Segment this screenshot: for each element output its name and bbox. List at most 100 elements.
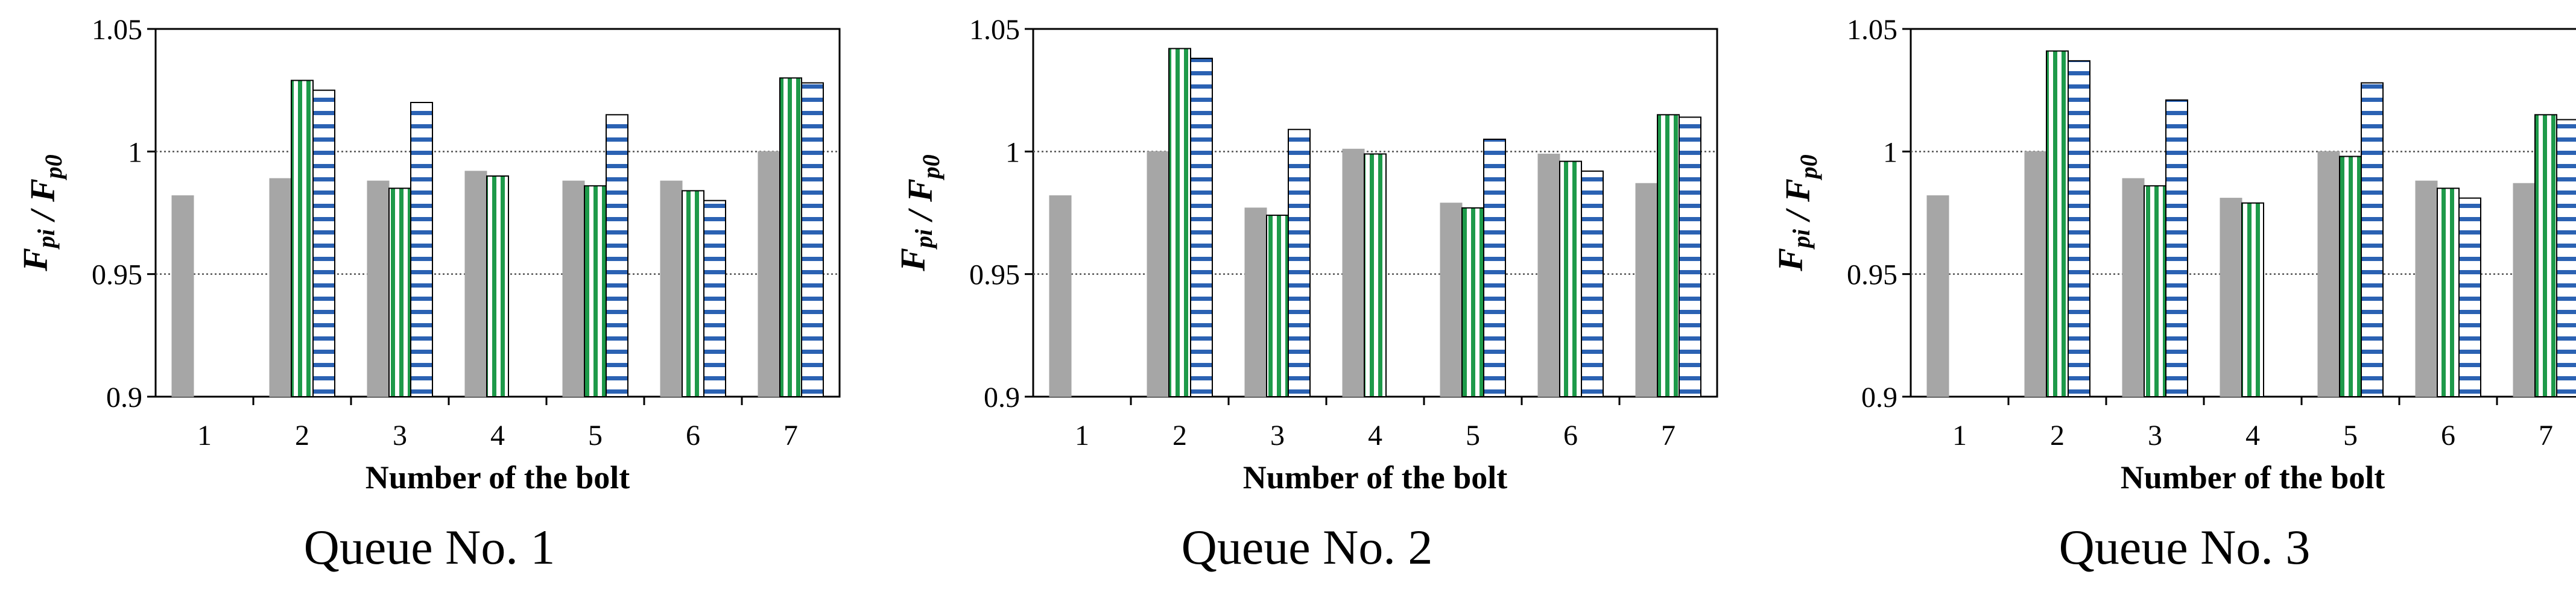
- y-tick-label: 1: [1005, 136, 1020, 168]
- y-tick-label: 1: [1883, 136, 1897, 168]
- bar-series-1-bolt-2: [2024, 151, 2047, 397]
- chart-svg-3: 0.9 0.95 1 1.05 1 2 3 4 5 6 7 Number of the bolt Fpi…: [1771, 14, 2576, 496]
- chart-panel-2: 0.9 0.95 1 1.05 1 2 3 4 5 6 7 Number of the bolt Fpi…: [878, 0, 1736, 592]
- y-axis-label: Fpi / Fp0: [16, 154, 67, 272]
- bar-series-2-bolt-3: [2144, 185, 2166, 397]
- chart-panel-1: 0.9 0.95 1 1.05 1 2 3 4 5 6 7 Number of the bolt Fpi…: [0, 0, 859, 592]
- x-tick-label: 5: [2343, 420, 2358, 452]
- bar-series-1-bolt-6: [2415, 180, 2438, 397]
- bar-series-3-bolt-6: [2458, 197, 2481, 397]
- x-tick-label: 6: [686, 420, 700, 452]
- bar-series-1-bolt-6: [1537, 153, 1560, 397]
- bar-series-3-bolt-6: [1581, 170, 1604, 397]
- x-tick-label: 4: [1368, 420, 1382, 452]
- bar-series-1-bolt-3: [2122, 178, 2145, 397]
- bar-series-1-bolt-2: [269, 178, 292, 397]
- bar-series-3-bolt-2: [1190, 57, 1213, 398]
- chart-caption-3: Queue No. 3: [2059, 520, 2311, 575]
- x-tick-label: 7: [783, 420, 798, 452]
- bar-series-2-bolt-2: [291, 80, 314, 397]
- bar-series-3-bolt-2: [312, 89, 335, 398]
- x-tick-label: 5: [1466, 420, 1480, 452]
- x-axis-label: Number of the bolt: [1243, 459, 1508, 496]
- y-tick-label: 0.95: [969, 259, 1020, 291]
- bar-series-3-bolt-2: [2068, 60, 2090, 398]
- bar-series-3-bolt-5: [1483, 139, 1506, 397]
- x-tick-label: 4: [2245, 420, 2260, 452]
- chart-caption-2: Queue No. 2: [1181, 520, 1433, 575]
- x-tick-label: 1: [1075, 420, 1089, 452]
- bar-series-3-bolt-3: [1288, 128, 1311, 397]
- y-tick-label: 1.05: [1847, 14, 1897, 46]
- bar-series-3-bolt-5: [606, 114, 628, 397]
- bar-series-2-bolt-4: [486, 175, 509, 397]
- bar-series-1-bolt-4: [2220, 198, 2242, 397]
- bar-series-1-bolt-3: [367, 180, 390, 397]
- x-axis-label: Number of the bolt: [366, 459, 630, 496]
- svg-text:Fpi / Fp0: Fpi / Fp0: [1771, 154, 1822, 272]
- y-tick-label: 0.9: [1861, 382, 1897, 414]
- bar-series-2-bolt-7: [779, 77, 802, 398]
- y-tick-label: 0.9: [106, 382, 142, 414]
- x-tick-label: 2: [2050, 420, 2065, 452]
- x-tick-label: 1: [1952, 420, 1967, 452]
- x-tick-label: 1: [197, 420, 212, 452]
- chart-panel-3: 0.9 0.95 1 1.05 1 2 3 4 5 6 7 Number of the bolt Fpi…: [1755, 0, 2576, 592]
- bar-series-2-bolt-7: [1657, 114, 1680, 397]
- bar-series-3-bolt-7: [2556, 119, 2576, 397]
- bar-series-3-bolt-3: [410, 102, 433, 397]
- x-tick-label: 6: [2441, 420, 2455, 452]
- bar-series-3-bolt-7: [801, 82, 824, 397]
- bar-series-2-bolt-5: [584, 185, 607, 397]
- x-tick-label: 2: [1172, 420, 1187, 452]
- x-tick-label: 5: [588, 420, 603, 452]
- bar-series-2-bolt-6: [2437, 187, 2460, 397]
- bar-series-1-bolt-7: [1635, 183, 1658, 397]
- x-tick-label: 7: [1661, 420, 1676, 452]
- chart-svg-2: 0.9 0.95 1 1.05 1 2 3 4 5 6 7 Number of the bolt Fpi…: [893, 14, 1718, 496]
- bar-series-1-bolt-7: [2513, 183, 2536, 397]
- y-tick-label: 0.95: [1847, 259, 1897, 291]
- bar-series-1-bolt-4: [464, 171, 487, 397]
- bar-series-1-bolt-5: [562, 180, 585, 397]
- x-tick-label: 2: [295, 420, 309, 452]
- bar-series-1-bolt-5: [2317, 151, 2340, 397]
- bar-series-2-bolt-6: [1559, 160, 1582, 397]
- bar-series-2-bolt-4: [1364, 153, 1387, 397]
- bar-series-1-bolt-1: [171, 195, 194, 397]
- bar-series-1-bolt-4: [1342, 148, 1365, 397]
- bar-series-1-bolt-3: [1244, 207, 1267, 397]
- x-tick-label: 7: [2539, 420, 2553, 452]
- x-tick-label: 3: [2148, 420, 2162, 452]
- bar-series-2-bolt-3: [388, 187, 411, 397]
- bar-series-2-bolt-5: [2339, 156, 2362, 397]
- bar-series-3-bolt-5: [2361, 82, 2384, 397]
- bar-series-1-bolt-2: [1147, 151, 1169, 397]
- bar-series-1-bolt-6: [660, 180, 683, 397]
- bar-series-2-bolt-3: [1266, 215, 1289, 397]
- y-axis-label: Fpi / Fp0: [893, 154, 945, 272]
- bar-series-3-bolt-7: [1679, 116, 1701, 397]
- bar-series-3-bolt-3: [2165, 99, 2188, 398]
- bar-series-1-bolt-5: [1440, 203, 1463, 397]
- chart-svg-1: 0.9 0.95 1 1.05 1 2 3 4 5 6 7 Number of the bolt Fpi…: [16, 14, 841, 496]
- bar-series-3-bolt-6: [703, 200, 726, 397]
- bar-series-2-bolt-2: [2046, 50, 2069, 398]
- chart-caption-1: Queue No. 1: [303, 520, 555, 575]
- bar-series-1-bolt-1: [1926, 195, 1949, 397]
- x-tick-label: 6: [1563, 420, 1578, 452]
- x-tick-label: 4: [490, 420, 505, 452]
- y-tick-label: 0.95: [92, 259, 142, 291]
- y-tick-label: 1.05: [969, 14, 1020, 46]
- y-tick-label: 0.9: [984, 382, 1020, 414]
- bar-series-1-bolt-1: [1049, 195, 1072, 397]
- y-tick-label: 1.05: [92, 14, 142, 46]
- bar-series-2-bolt-6: [682, 190, 704, 397]
- svg-text:Fpi / Fp0: Fpi / Fp0: [893, 154, 945, 272]
- y-tick-label: 1: [128, 136, 142, 168]
- bar-series-1-bolt-7: [758, 151, 780, 397]
- bar-series-2-bolt-5: [1461, 207, 1484, 397]
- bar-series-2-bolt-2: [1168, 48, 1191, 398]
- bar-series-2-bolt-7: [2534, 114, 2557, 397]
- x-axis-label: Number of the bolt: [2121, 459, 2385, 496]
